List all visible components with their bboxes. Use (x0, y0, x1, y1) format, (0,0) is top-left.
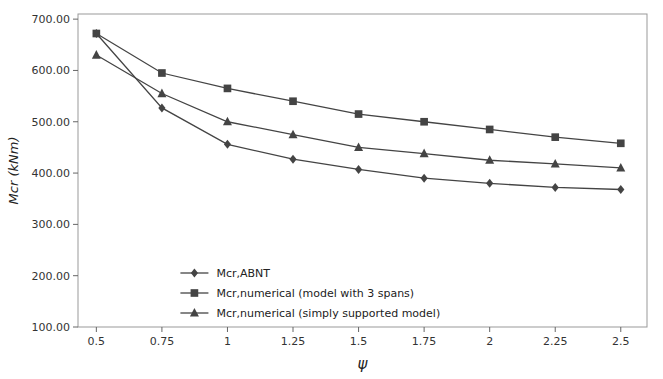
point (485, 155, 494, 164)
point (551, 133, 559, 141)
x-tick-label: 1.25 (281, 335, 306, 348)
y-tick-label: 100.00 (32, 321, 71, 334)
point (355, 165, 362, 174)
series-line (96, 55, 620, 168)
x-tick-label: 1.75 (412, 335, 437, 348)
point (552, 183, 559, 192)
x-tick-label: 2.5 (612, 335, 630, 348)
point (92, 50, 101, 59)
point (93, 30, 101, 38)
y-tick-label: 300.00 (32, 218, 71, 231)
x-tick (161, 327, 162, 332)
legend-label: Mcr,numerical (simply supported model) (216, 307, 440, 320)
point (289, 130, 298, 139)
point (289, 155, 296, 164)
point (157, 89, 166, 98)
point (617, 139, 625, 147)
series-line (96, 33, 620, 189)
point (224, 140, 231, 149)
y-tick-label: 400.00 (32, 167, 71, 180)
point (486, 179, 493, 188)
x-tick (358, 327, 359, 332)
x-tick-label: 2 (486, 335, 493, 348)
x-tick (555, 327, 556, 332)
y-tick-label: 500.00 (32, 116, 71, 129)
x-tick-label: 1 (224, 335, 231, 348)
x-tick (424, 327, 425, 332)
point (93, 29, 100, 38)
legend-marker (191, 289, 199, 297)
point (551, 159, 560, 168)
x-tick-label: 0.75 (150, 335, 175, 348)
x-tick (293, 327, 294, 332)
point (486, 126, 494, 134)
x-tick (227, 327, 228, 332)
point (354, 142, 363, 151)
plot-frame (78, 14, 647, 327)
point (421, 174, 428, 183)
point (158, 103, 165, 112)
y-tick-label: 700.00 (32, 13, 71, 26)
y-tick (73, 275, 78, 276)
legend-label: Mcr,numerical (model with 3 spans) (216, 287, 414, 300)
y-tick (73, 224, 78, 225)
legend-marker (191, 269, 198, 278)
x-axis-label: ψ (358, 355, 369, 373)
y-tick-label: 200.00 (32, 270, 71, 283)
point (420, 149, 429, 158)
y-tick (73, 327, 78, 328)
point (617, 185, 624, 194)
x-tick-label: 2.25 (543, 335, 568, 348)
x-tick-label: 1.5 (350, 335, 368, 348)
y-axis-label: Mcr (kNm) (6, 137, 21, 205)
point (158, 69, 166, 77)
y-tick (73, 121, 78, 122)
point (223, 117, 232, 126)
legend: Mcr,ABNT Mcr,numerical (model with 3 span… (180, 267, 440, 320)
y-tick (73, 70, 78, 71)
legend-label: Mcr,ABNT (216, 267, 270, 280)
legend-marker (190, 308, 199, 317)
point (420, 118, 428, 126)
point (616, 163, 625, 172)
x-tick (620, 327, 621, 332)
point (289, 97, 297, 105)
series-line (96, 33, 620, 143)
point (355, 110, 363, 118)
x-tick (96, 327, 97, 332)
x-tick-label: 0.5 (88, 335, 106, 348)
plot-area (92, 29, 625, 194)
chart: 0.5 0.75 1 1.25 1.5 1.75 2 2.25 2.5 100.00 200.00 3… (0, 0, 663, 379)
y-tick-label: 600.00 (32, 64, 71, 77)
y-tick (73, 173, 78, 174)
y-tick (73, 19, 78, 20)
x-tick (489, 327, 490, 332)
point (224, 85, 232, 93)
